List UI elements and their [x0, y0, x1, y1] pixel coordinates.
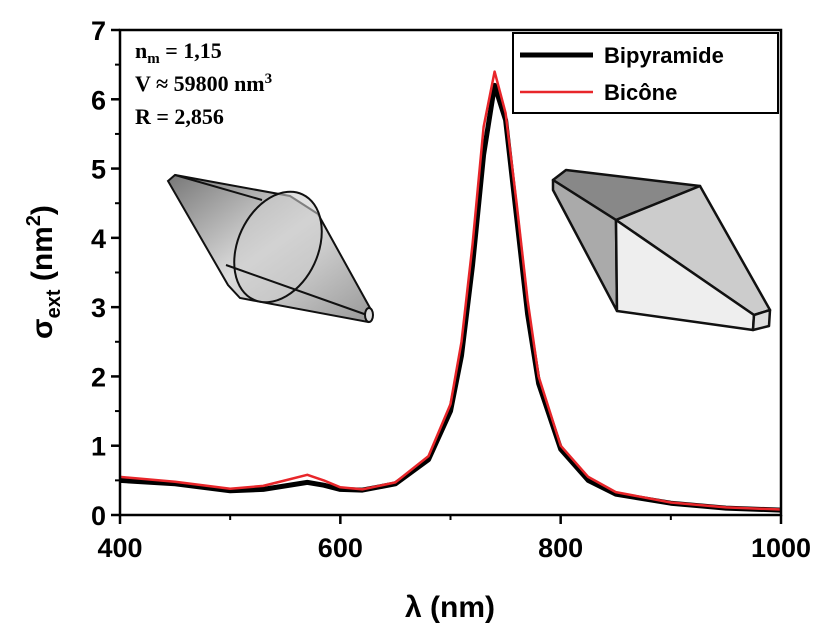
- x-tick-label: 400: [97, 533, 142, 563]
- annotations: nm = 1,15 V ≈ 59800 nm3 R = 2,856: [135, 38, 272, 129]
- y-tick-label: 3: [91, 293, 106, 323]
- y-label-part: (nm: [26, 226, 59, 289]
- annotation-part: n: [135, 38, 147, 63]
- y-tick-label: 6: [91, 85, 106, 115]
- series-line: [119, 82, 782, 513]
- annotation: R = 2,856: [135, 104, 224, 129]
- y-label-part: ): [26, 205, 59, 215]
- bipyramid-illustration: [551, 168, 772, 332]
- y-tick-label: 0: [91, 501, 106, 531]
- x-axis-label: λ (nm): [405, 591, 495, 624]
- y-tick-label: 4: [91, 224, 106, 254]
- annotation-part: V ≈ 59800 nm: [135, 71, 265, 96]
- y-tick-label: 5: [91, 155, 106, 185]
- legend-label: Bicône: [604, 80, 677, 105]
- annotation-part: m: [147, 51, 160, 67]
- y-tick-label: 1: [91, 432, 106, 462]
- y-tick-label: 7: [91, 16, 106, 46]
- plot-frame: [118, 28, 783, 517]
- y-label-part: σ: [26, 318, 59, 339]
- annotation-part: R = 2,856: [135, 104, 224, 129]
- annotation-part: = 1,15: [160, 38, 222, 63]
- bicone-illustration: [166, 173, 374, 324]
- annotation: V ≈ 59800 nm3: [135, 71, 272, 96]
- series-line: [119, 70, 782, 511]
- x-tick-label: 600: [318, 533, 363, 563]
- y-label-part: ext: [43, 289, 65, 318]
- x-tick-label: 1000: [751, 533, 811, 563]
- legend-box: [512, 32, 779, 114]
- y-tick-label: 2: [91, 362, 106, 392]
- annotation-part: 3: [265, 71, 273, 87]
- x-tick-label: 800: [538, 533, 583, 563]
- legend-label: Bipyramide: [604, 43, 724, 68]
- annotation: nm = 1,15: [135, 38, 222, 67]
- y-axis-label: σext (nm2): [23, 205, 65, 339]
- y-label-part: 2: [23, 215, 45, 226]
